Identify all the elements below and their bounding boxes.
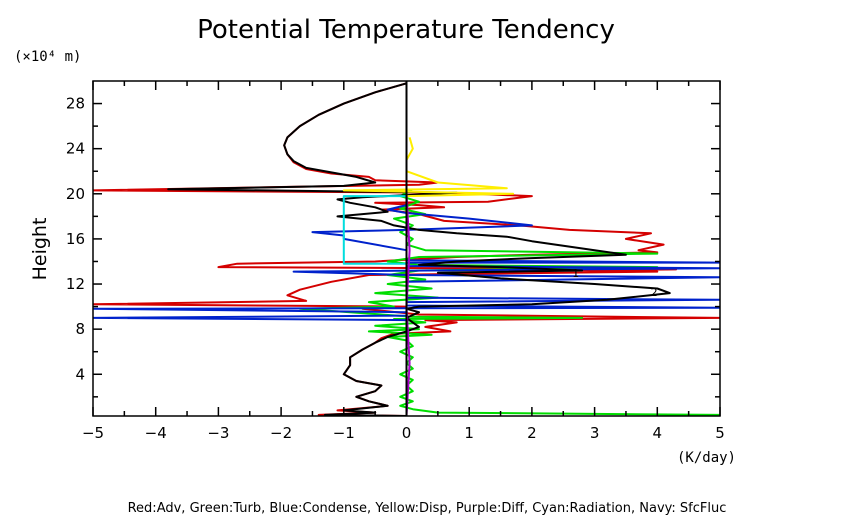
x-tick-label: 2 [527, 424, 537, 442]
x-tick-label: −5 [82, 424, 104, 442]
y-tick-label: 8 [75, 320, 85, 338]
y-tick-label: 4 [75, 365, 85, 383]
y-axis-label: Height [29, 218, 51, 281]
x-tick-label: −1 [333, 424, 355, 442]
x-axis-label: (K/day) [677, 450, 736, 466]
y-tick-label: 24 [66, 140, 85, 158]
x-tick-label: 1 [464, 424, 474, 442]
series-line-2 [93, 188, 720, 416]
x-tick-label: 0 [402, 424, 412, 442]
y-tick-label: 20 [66, 185, 85, 203]
legend-caption: Red:Adv, Green:Turb, Blue:Condense, Yell… [128, 501, 727, 516]
annotation-label-1: 2 [651, 286, 658, 299]
chart-title: Potential Temperature Tendency [197, 15, 615, 45]
annotation-label-0: 1 [572, 267, 579, 280]
series-line-4 [342, 137, 515, 198]
series-layer [93, 81, 720, 416]
x-tick-label: −4 [145, 424, 167, 442]
x-tick-label: 5 [715, 424, 725, 442]
x-tick-label: 3 [590, 424, 600, 442]
x-tick-label: −2 [270, 424, 292, 442]
series-line-5 [342, 195, 407, 265]
x-tick-label: −3 [207, 424, 229, 442]
y-unit-label: (×10⁴ m) [14, 49, 81, 65]
y-tick-label: 16 [66, 230, 85, 248]
x-tick-label: 4 [653, 424, 663, 442]
y-tick-label: 12 [66, 275, 85, 293]
annotation-layer: 12 [572, 267, 657, 299]
y-tick-label: 28 [66, 95, 85, 113]
series-line-3 [167, 82, 671, 416]
